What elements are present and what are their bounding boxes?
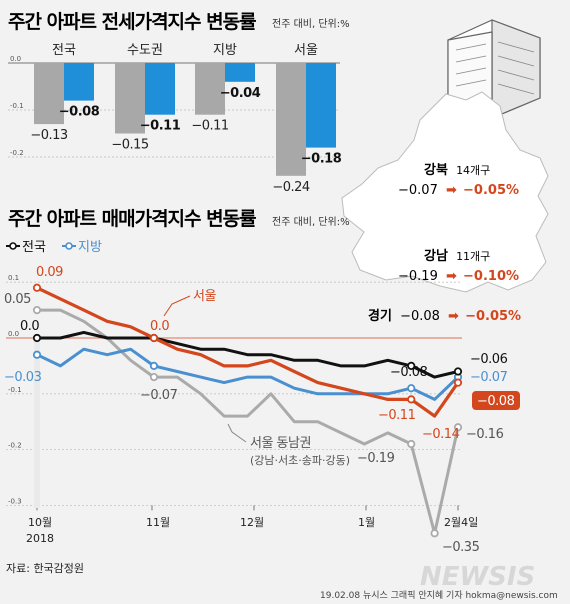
- jeonse-bar-label: −0.11: [191, 119, 229, 134]
- xtick-feb: 2월4일: [444, 515, 478, 529]
- sale-ytick: -0.1: [8, 386, 22, 394]
- jeonse-category-label: 전국: [52, 43, 76, 58]
- jeonse-bar: [34, 63, 64, 125]
- national-prev-label: −0.08: [390, 365, 428, 380]
- jeonse-bar: [195, 63, 225, 115]
- sale-ytick: -0.3: [8, 497, 22, 505]
- sale-subtitle: 전주 대비, 단위:%: [272, 215, 350, 228]
- southeast-prev-label: −0.19: [357, 451, 395, 466]
- sale-legend: 전국 지방: [6, 240, 102, 255]
- sale-series-point: [407, 395, 416, 404]
- sale-series-point: [149, 361, 159, 370]
- seoul-series-label: 서울: [193, 289, 216, 304]
- jeonse-bar-label: −0.11: [140, 119, 181, 134]
- regional-start-label: −0.03: [4, 370, 42, 385]
- seoul-map: [341, 91, 549, 293]
- sale-data-labels: 0.09 0.05 0.0 −0.03 0.0 −0.07 서울 서울 동남권 …: [4, 265, 520, 555]
- national-start-label: 0.0: [20, 319, 39, 334]
- xtick-nov: 11월: [146, 516, 170, 529]
- southeast-series-label: 서울 동남권: [250, 436, 311, 451]
- sale-lines: [32, 283, 463, 538]
- jeonse-bar-label: −0.08: [59, 105, 100, 120]
- jeonse-bar-label: −0.13: [30, 128, 68, 143]
- seoul-start-label: 0.09: [36, 265, 63, 280]
- credit-label: 19.02.08 뉴시스 그래픽 안지혜 기자 hokma@newsis.com: [320, 589, 558, 601]
- xtick-jan: 1월: [358, 516, 375, 529]
- southeast-end-label: −0.16: [466, 427, 504, 442]
- sale-series-line: [36, 286, 460, 418]
- jeonse-category-label: 서울: [294, 43, 318, 58]
- jeonse-bar: [145, 63, 175, 115]
- jeonse-bar: [225, 63, 255, 82]
- gangnam-label: 강남 11개구: [424, 248, 490, 264]
- jeonse-bars: 전국 −0.13 −0.08 수도권 −0.15 −0.11 지방 −0.11 −0.04 서울 −…: [30, 43, 342, 195]
- gyeonggi-values: 경기 −0.08 ➡ −0.05%: [368, 308, 521, 324]
- gangbuk-label: 강북 14개구: [424, 162, 490, 178]
- sale-series-point: [407, 384, 416, 393]
- sale-series-line: [37, 330, 459, 379]
- sale-ytick: -0.2: [8, 442, 22, 450]
- sale-series-point: [453, 367, 463, 376]
- jeonse-bar: [64, 63, 94, 101]
- seoul-prev2-label: −0.14: [422, 427, 460, 442]
- watermark-logo: NEWSIS: [420, 562, 535, 592]
- southeast-mid-label: −0.07: [140, 388, 178, 403]
- sale-series-point: [453, 378, 463, 387]
- xtick-year: 2018: [26, 532, 54, 545]
- jeonse-bar-label: −0.18: [301, 152, 342, 167]
- sale-series-point: [32, 305, 42, 315]
- jeonse-bar-label: −0.24: [272, 180, 310, 195]
- building-icon: [447, 19, 541, 119]
- jeonse-bar: [115, 63, 145, 134]
- jeonse-category-label: 지방: [213, 43, 237, 58]
- sale-series-line: [36, 347, 460, 401]
- sale-title: 주간 아파트 매매가격지수 변동률: [8, 208, 256, 230]
- jeonse-bar-label: −0.04: [220, 86, 261, 101]
- sale-ytick: 0.1: [8, 274, 19, 282]
- gangbuk-values: −0.07 ➡ −0.05%: [398, 183, 519, 198]
- sale-series-point: [430, 529, 439, 538]
- sale-series-point: [407, 361, 416, 370]
- seoul-end-label: −0.08: [477, 394, 515, 409]
- sale-series-point: [407, 439, 416, 449]
- sale-series-point: [32, 350, 42, 359]
- source-label: 자료: 한국감정원: [6, 562, 84, 575]
- jeonse-ytick: 0.0: [10, 55, 21, 63]
- sale-x-axis: 10월 2018 11월 12월 1월 2월4일: [26, 515, 478, 545]
- sale-series-point: [32, 333, 42, 343]
- gangnam-values: −0.19 ➡ −0.10%: [398, 269, 519, 284]
- seoul-prev-label: −0.11: [378, 408, 416, 423]
- jeonse-ytick: -0.1: [10, 102, 24, 110]
- xtick-dec: 12월: [240, 516, 264, 529]
- sale-ytick: 0.0: [8, 330, 19, 338]
- sale-series-point: [149, 333, 159, 343]
- xtick-oct: 10월: [28, 516, 52, 529]
- sale-series-point: [149, 372, 159, 382]
- jeonse-bar: [276, 63, 306, 176]
- jeonse-ytick: -0.2: [10, 149, 24, 157]
- sale-series-point: [32, 283, 42, 292]
- southeast-start-label: 0.05: [4, 292, 31, 307]
- legend-regional: 지방: [78, 240, 102, 255]
- southeast-note: (강남·서초·송파·강동): [250, 454, 350, 467]
- southeast-min-label: −0.35: [442, 540, 480, 555]
- jeonse-bar-label: −0.15: [111, 138, 149, 153]
- regional-end-label: −0.07: [470, 370, 508, 385]
- sale-series-point: [453, 423, 463, 432]
- legend-national: 전국: [22, 240, 46, 255]
- national-end-label: −0.06: [470, 352, 508, 367]
- seoul-mid-label: 0.0: [150, 319, 169, 334]
- jeonse-subtitle: 전주 대비, 단위:%: [272, 17, 350, 30]
- jeonse-title: 주간 아파트 전세가격지수 변동률: [8, 11, 256, 33]
- map-annotations: 강북 14개구 −0.07 ➡ −0.05% 강남 11개구 −0.19 ➡ −…: [368, 162, 521, 324]
- jeonse-category-label: 수도권: [127, 43, 163, 58]
- jeonse-bar: [306, 63, 336, 148]
